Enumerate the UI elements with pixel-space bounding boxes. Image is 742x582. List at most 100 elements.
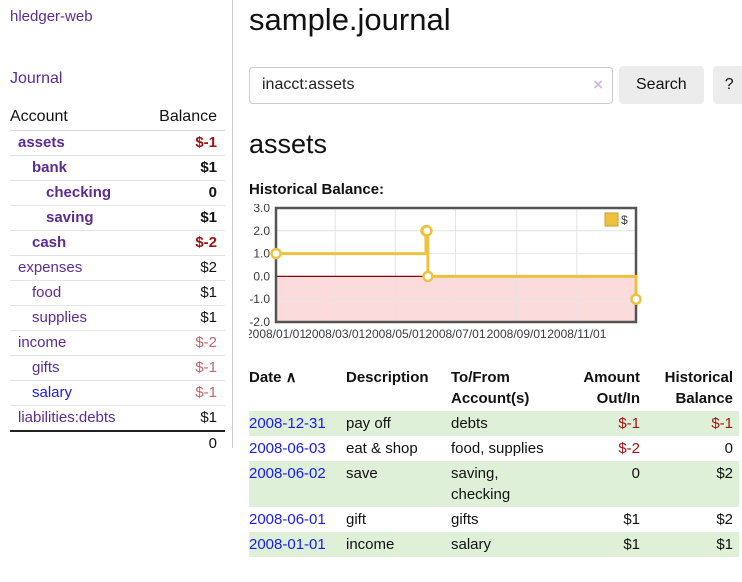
txn-description: income xyxy=(346,536,395,553)
y-tick-label: 3.0 xyxy=(253,204,270,215)
account-link[interactable]: saving xyxy=(46,209,94,226)
header-label: Historical Balance xyxy=(664,369,733,407)
account-heading: assets xyxy=(249,129,328,159)
header-label: To/From Account(s) xyxy=(451,369,530,407)
search-button[interactable]: Search xyxy=(619,66,704,104)
txn-amount: 0 xyxy=(631,465,640,482)
accounts-header-row: Account Balance xyxy=(10,105,225,131)
x-tick-label: 2008/11/01 xyxy=(547,327,606,341)
y-tick-label: 0.0 xyxy=(253,269,270,283)
txn-header-balance: Historical Balance xyxy=(646,365,739,411)
txn-accounts: saving, checking xyxy=(451,465,511,503)
app-window: hledger-web Journal Account Balance asse… xyxy=(0,0,742,557)
txn-accounts: gifts xyxy=(451,511,479,528)
account-link[interactable]: income xyxy=(18,334,67,351)
main-content: sample.journal × Search ? assets Histori… xyxy=(233,0,742,557)
data-point-marker xyxy=(630,293,642,305)
account-link[interactable]: supplies xyxy=(32,309,88,326)
txn-date-link[interactable]: 2008-06-03 xyxy=(249,440,326,457)
account-link[interactable]: gifts xyxy=(32,359,60,376)
search-form: × Search ? xyxy=(249,66,742,104)
search-box: × xyxy=(249,66,613,104)
sort-asc-icon: ∧ xyxy=(281,369,297,386)
account-row: liabilities:debts $1 xyxy=(10,405,225,431)
account-balance: $-1 xyxy=(195,134,217,151)
account-link[interactable]: assets xyxy=(18,134,65,151)
account-balance: $1 xyxy=(142,305,225,331)
txn-balance: $1 xyxy=(716,536,733,553)
journal-nav-link[interactable]: Journal xyxy=(10,70,63,87)
txn-accounts: food, supplies xyxy=(451,440,544,457)
account-row: saving $1 xyxy=(10,205,225,231)
txn-balance: $2 xyxy=(716,511,733,528)
account-row: income $-2 xyxy=(10,330,225,356)
help-button[interactable]: ? xyxy=(712,66,742,104)
txn-amount: $-2 xyxy=(618,440,640,457)
txn-header-accounts: To/From Account(s) xyxy=(451,365,563,411)
transaction-row[interactable]: 2008-01-01 income salary $1 $1 xyxy=(249,532,739,557)
txn-date-link[interactable]: 2008-06-02 xyxy=(249,465,326,482)
account-balance: $-2 xyxy=(142,330,225,356)
account-link[interactable]: cash xyxy=(32,234,67,251)
account-link[interactable]: expenses xyxy=(18,259,83,276)
txn-balance: $2 xyxy=(716,465,733,482)
chart-title: Historical Balance: xyxy=(249,181,385,198)
account-row: checking 0 xyxy=(10,180,225,206)
txn-header-date[interactable]: Date ∧ xyxy=(249,365,346,411)
txn-date-link[interactable]: 2008-12-31 xyxy=(249,415,326,432)
transaction-row[interactable]: 2008-06-02 save saving, checking 0 $2 xyxy=(249,461,739,507)
brand-link[interactable]: hledger-web xyxy=(10,8,93,25)
account-balance: $1 xyxy=(142,155,225,181)
data-point-marker xyxy=(270,247,282,260)
account-row: gifts $-1 xyxy=(10,355,225,381)
txn-description: pay off xyxy=(346,415,391,432)
transaction-row[interactable]: 2008-06-03 eat & shop food, supplies $-2 0 xyxy=(249,436,739,461)
transaction-row[interactable]: 2008-06-01 gift gifts $1 $2 xyxy=(249,507,739,532)
header-label: Description xyxy=(346,369,429,386)
account-row: food $1 xyxy=(10,280,225,306)
x-tick-label: 2008/07/01 xyxy=(425,327,485,341)
txn-amount: $1 xyxy=(623,536,640,553)
account-link[interactable]: checking xyxy=(46,184,112,201)
account-link[interactable]: liabilities:debts xyxy=(18,409,116,426)
account-link[interactable]: salary xyxy=(32,384,73,401)
plot-border xyxy=(274,206,638,324)
clear-search-icon[interactable]: × xyxy=(593,74,603,94)
txn-amount: $-1 xyxy=(618,415,640,432)
header-label: Amount Out/In xyxy=(583,369,640,407)
txn-description: save xyxy=(346,465,378,482)
account-row: cash $-2 xyxy=(10,230,225,256)
data-point-marker xyxy=(421,225,433,237)
x-tick-label: 2008/01/01 xyxy=(249,327,306,341)
account-row: bank $1 xyxy=(10,155,225,181)
y-tick-label: 2.0 xyxy=(253,224,270,238)
data-point-marker xyxy=(422,270,434,283)
account-balance: $1 xyxy=(142,280,225,306)
page-title: sample.journal xyxy=(249,2,451,37)
account-link[interactable]: food xyxy=(32,284,62,301)
txn-header-description: Description xyxy=(346,365,451,411)
x-tick-label: 2008/03/01 xyxy=(305,327,365,341)
y-tick-label: 1.0 xyxy=(253,247,270,261)
account-link[interactable]: bank xyxy=(32,159,68,176)
total-spacer xyxy=(10,430,143,456)
sidebar: hledger-web Journal Account Balance asse… xyxy=(0,0,233,456)
account-row: assets $-1 xyxy=(10,131,225,156)
transactions-table: Date ∧ Description To/From Account(s) Amoun… xyxy=(249,365,739,557)
account-balance: 0 xyxy=(142,180,225,206)
x-tick-label: 2008/09/01 xyxy=(487,327,547,341)
account-row: salary $-1 xyxy=(10,380,225,406)
y-tick-label: -1.0 xyxy=(249,292,270,306)
transaction-row[interactable]: 2008-12-31 pay off debts $-1 $-1 xyxy=(249,411,739,436)
txn-accounts: salary xyxy=(451,536,492,553)
txn-description: gift xyxy=(346,511,367,528)
account-row: supplies $1 xyxy=(10,305,225,331)
txn-date-link[interactable]: 2008-01-01 xyxy=(249,536,326,553)
legend-label: $ xyxy=(621,213,628,227)
x-tick-label: 2008/05/01 xyxy=(365,327,425,341)
search-input[interactable] xyxy=(249,66,613,104)
txn-date-link[interactable]: 2008-06-01 xyxy=(249,511,326,528)
account-balance: $-1 xyxy=(142,380,225,406)
txn-balance: $-1 xyxy=(711,415,733,432)
